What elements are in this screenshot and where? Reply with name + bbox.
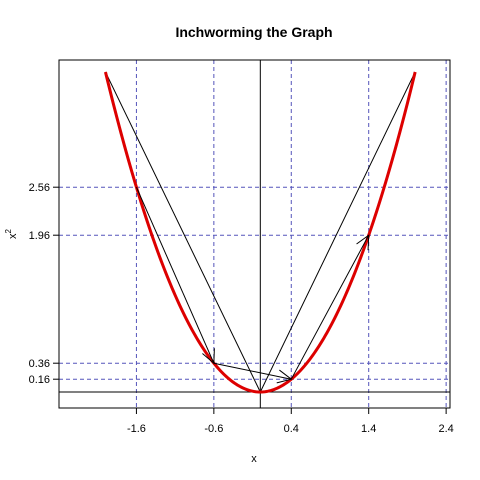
plot-frame [58,59,451,409]
x-axis-title: x [251,453,257,465]
x-tick-label-2: 0.4 [284,423,299,435]
tangent-line-1 [259,71,416,393]
y-axis-title: x2 [4,228,19,239]
chart-title: Inchworming the Graph [175,24,332,40]
y-axis-title-superscript: 2 [4,228,13,233]
axes: -1.6 -0.6 0.4 1.4 2.4 0.16 0.36 1.96 2.56 [29,182,454,435]
y-tick-label-1: 0.36 [29,358,50,370]
x-tick-label-1: -0.6 [204,423,223,435]
arrow-head-0 [202,348,215,365]
plot-area [59,60,450,408]
y-tick-label-0: 0.16 [29,374,50,386]
arrow-head-2 [356,234,370,251]
arrow-line-1 [213,362,292,380]
y-axis-title-base: x [7,233,19,239]
arrow-line-2 [290,234,370,380]
tangent-line-0 [105,71,261,393]
arrow-line-0 [135,186,215,364]
y-tick-label-3: 2.56 [29,182,50,194]
arrow-head-1 [276,369,293,384]
x-tick-label-0: -1.6 [127,423,146,435]
y-tick-label-2: 1.96 [29,230,50,242]
x-tick-label-3: 1.4 [361,423,376,435]
curve-series [104,71,417,394]
x-tick-label-4: 2.4 [438,423,453,435]
